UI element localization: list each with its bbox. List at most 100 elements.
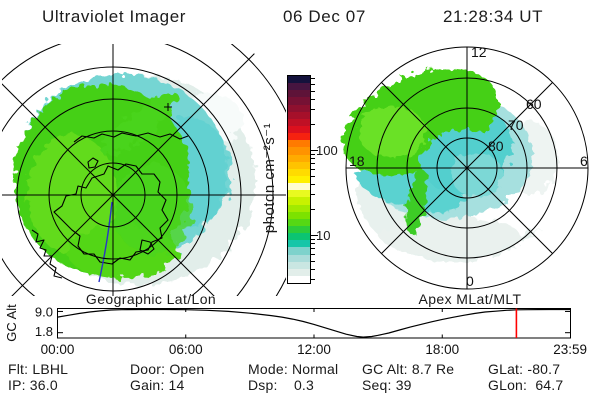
status-ip: IP: 36.0 (8, 377, 58, 393)
colorbar-segment (288, 83, 310, 91)
colorbar-segment (288, 90, 310, 98)
colorbar-tick (311, 158, 315, 160)
colorbar-segment (288, 275, 310, 284)
colorbar-tick (311, 168, 315, 170)
ytick-label-1-8: 1.8 (35, 324, 53, 339)
colorbar-tick (311, 235, 318, 236)
status-glon: GLon: 64.7 (488, 377, 564, 393)
mlt-label-18: 18 (349, 153, 365, 169)
status-dsp: Dsp: 0.3 (248, 377, 315, 393)
mlt-label-12: 12 (471, 44, 487, 60)
status-col-door: Door: Open Gain: 14 (130, 361, 244, 393)
mlt-label-6: 6 (580, 153, 588, 169)
colorbar-tick (311, 243, 315, 245)
colorbar-segment (288, 175, 310, 184)
colorbar-tick (311, 175, 315, 177)
time-tick-label: 18:00 (425, 342, 459, 357)
status-seq: Seq: 39 (362, 377, 412, 393)
colorbar-tick (311, 150, 318, 151)
status-door: Door: Open (130, 361, 205, 377)
status-col-mode: Mode: Normal Dsp: 0.3 (248, 361, 358, 393)
colorbar-segment (288, 133, 310, 141)
colorbar-tick (311, 109, 315, 111)
status-col-flt: Flt: LBHL IP: 36.0 (8, 361, 126, 393)
colorbar-tick (311, 153, 315, 155)
title-date: 06 Dec 07 (283, 7, 366, 26)
time-tick-label: 00:00 (41, 342, 75, 357)
colorbar-segment (288, 104, 310, 112)
status-col-glat: GLat: -80.7 GLon: 64.7 (488, 361, 596, 393)
status-col-gcalt: GC Alt: 8.7 Re Seq: 39 (362, 361, 484, 393)
colorbar-tick (311, 268, 315, 270)
colorbar-segment (288, 240, 310, 248)
time-tick-label: 12:00 (297, 342, 331, 357)
apex-grid-labels: 12 18 6 0 60 70 80 (349, 44, 588, 289)
mlat-label-70: 70 (508, 117, 524, 133)
left-plot-caption: Geographic Lat/Lon (85, 291, 217, 307)
time-tick-label: 06:00 (169, 342, 203, 357)
colorbar-segment (288, 125, 310, 134)
colorbar-tick (311, 78, 315, 80)
colorbar-segment (288, 111, 310, 119)
colorbar-tick (311, 163, 315, 165)
colorbar-segment (288, 233, 310, 241)
colorbar-tick (311, 124, 315, 126)
colorbar-tick-100: 100 (316, 143, 338, 158)
orbit-axis-ticks (57, 308, 571, 338)
colorbar-tick (311, 238, 315, 240)
geographic-polar-plot (2, 44, 286, 296)
colorbar-tick (311, 90, 315, 92)
mlt-label-0: 0 (466, 273, 474, 289)
colorbar-tick (311, 260, 315, 262)
colorbar-segment (288, 97, 310, 105)
colorbar-segment (288, 225, 310, 234)
status-flt: Flt: LBHL (8, 361, 69, 377)
colorbar-segment (288, 218, 310, 226)
mlat-label-60: 60 (526, 96, 542, 112)
colorbar-tick (311, 279, 315, 281)
colorbar-segment (288, 268, 310, 276)
spacecraft-track-line (98, 201, 113, 283)
colorbar-segment (288, 161, 310, 169)
colorbar-segment (288, 118, 310, 126)
colorbar-segment (288, 211, 310, 219)
colorbar-segment (288, 183, 310, 191)
antarctica-coastline (31, 132, 189, 279)
colorbar-segment (288, 254, 310, 262)
status-gcalt: GC Alt: 8.7 Re (362, 361, 455, 377)
ytick-label-9: 9.0 (35, 305, 53, 320)
right-plot-caption: Apex MLat/MLT (418, 291, 522, 307)
status-gain: Gain: 14 (130, 377, 185, 393)
time-tick-labels: 00:00 06:00 12:00 18:00 23:59 (41, 342, 587, 357)
colorbar-segment (288, 154, 310, 162)
colorbar-segment (288, 140, 310, 148)
colorbar-tick (311, 183, 315, 185)
colorbar-segment (288, 247, 310, 255)
colorbar-tick (311, 83, 315, 85)
status-mode: Mode: Normal (248, 361, 339, 377)
colorbar-segment (288, 190, 310, 198)
colorbar-unit-label: photon cm⁻²s⁻¹ (261, 122, 278, 234)
apex-mlat-mlt-plot: 12 18 6 0 60 70 80 (341, 44, 589, 290)
page-title: Ultraviolet Imager (42, 7, 187, 26)
colorbar-segment (288, 147, 310, 155)
apex-emission-image (341, 68, 560, 262)
colorbar-tick-10: 10 (316, 228, 331, 243)
apex-grid (345, 46, 589, 290)
orbit-curve (57, 308, 571, 338)
colorbar-tick (311, 194, 315, 196)
colorbar-segment (288, 197, 310, 205)
orbit-plot-box (57, 308, 571, 339)
colorbar-segment (288, 76, 310, 84)
orbit-ylabel: GC Alt (4, 304, 19, 342)
geographic-grid (2, 44, 286, 296)
colorbar-tick (311, 98, 315, 100)
colorbar-segment (288, 168, 310, 176)
colorbar-tick (311, 209, 315, 211)
colorbar-axis (311, 75, 321, 283)
colorbar-segment (288, 204, 310, 212)
colorbar-tick (311, 253, 315, 255)
orbit-altitude-chart: 9.0 1.8 GC Alt 00:00 06:00 12:00 18:00 23:59 (4, 304, 587, 357)
colorbar-gradient (287, 75, 311, 284)
